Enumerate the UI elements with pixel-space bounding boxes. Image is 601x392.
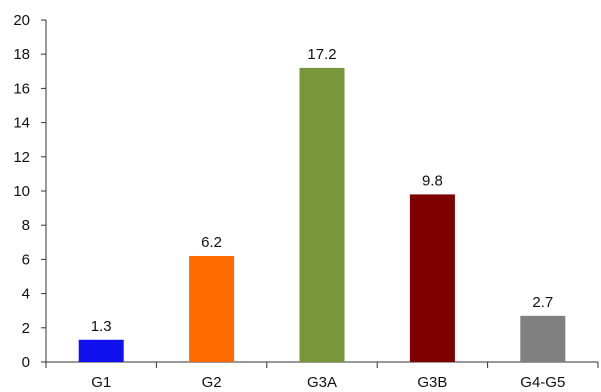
y-tick-label: 2 <box>22 320 30 337</box>
bar-g3a <box>299 67 345 362</box>
y-tick-label: 18 <box>13 46 30 63</box>
y-tick-label: 6 <box>22 251 30 268</box>
bar-g1 <box>78 339 124 362</box>
bar-g2 <box>189 255 235 362</box>
y-tick-label: 16 <box>13 80 30 97</box>
y-tick-label: 8 <box>22 217 30 234</box>
y-tick-label: 10 <box>13 183 30 200</box>
x-tick-label-g3a: G3A <box>307 374 337 391</box>
data-label-g1: 1.3 <box>91 318 112 335</box>
y-tick-label: 12 <box>13 149 30 166</box>
data-label-g3a: 17.2 <box>307 46 336 63</box>
y-tick-label: 4 <box>22 286 30 303</box>
y-tick-label: 20 <box>13 12 30 29</box>
x-tick-label-g1: G1 <box>91 374 111 391</box>
bar-g4-g5 <box>520 315 566 362</box>
data-labels: 1.3 6.2 17.2 9.8 2.7 <box>91 46 553 335</box>
y-tick-label: 0 <box>22 354 30 371</box>
y-tick-label: 14 <box>13 115 30 132</box>
y-axis: 0 2 4 6 8 10 12 14 16 18 20 <box>13 12 47 371</box>
x-tick-label-g2: G2 <box>202 374 222 391</box>
data-label-g3b: 9.8 <box>422 172 443 189</box>
bar-g3b <box>409 194 455 362</box>
x-tick-label-g3b: G3B <box>417 374 447 391</box>
data-label-g4-g5: 2.7 <box>532 294 553 311</box>
x-axis: G1 G2 G3A G3B G4-G5 <box>45 361 599 391</box>
x-tick-label-g4-g5: G4-G5 <box>520 374 565 391</box>
data-label-g2: 6.2 <box>201 234 222 251</box>
bars <box>78 67 566 362</box>
